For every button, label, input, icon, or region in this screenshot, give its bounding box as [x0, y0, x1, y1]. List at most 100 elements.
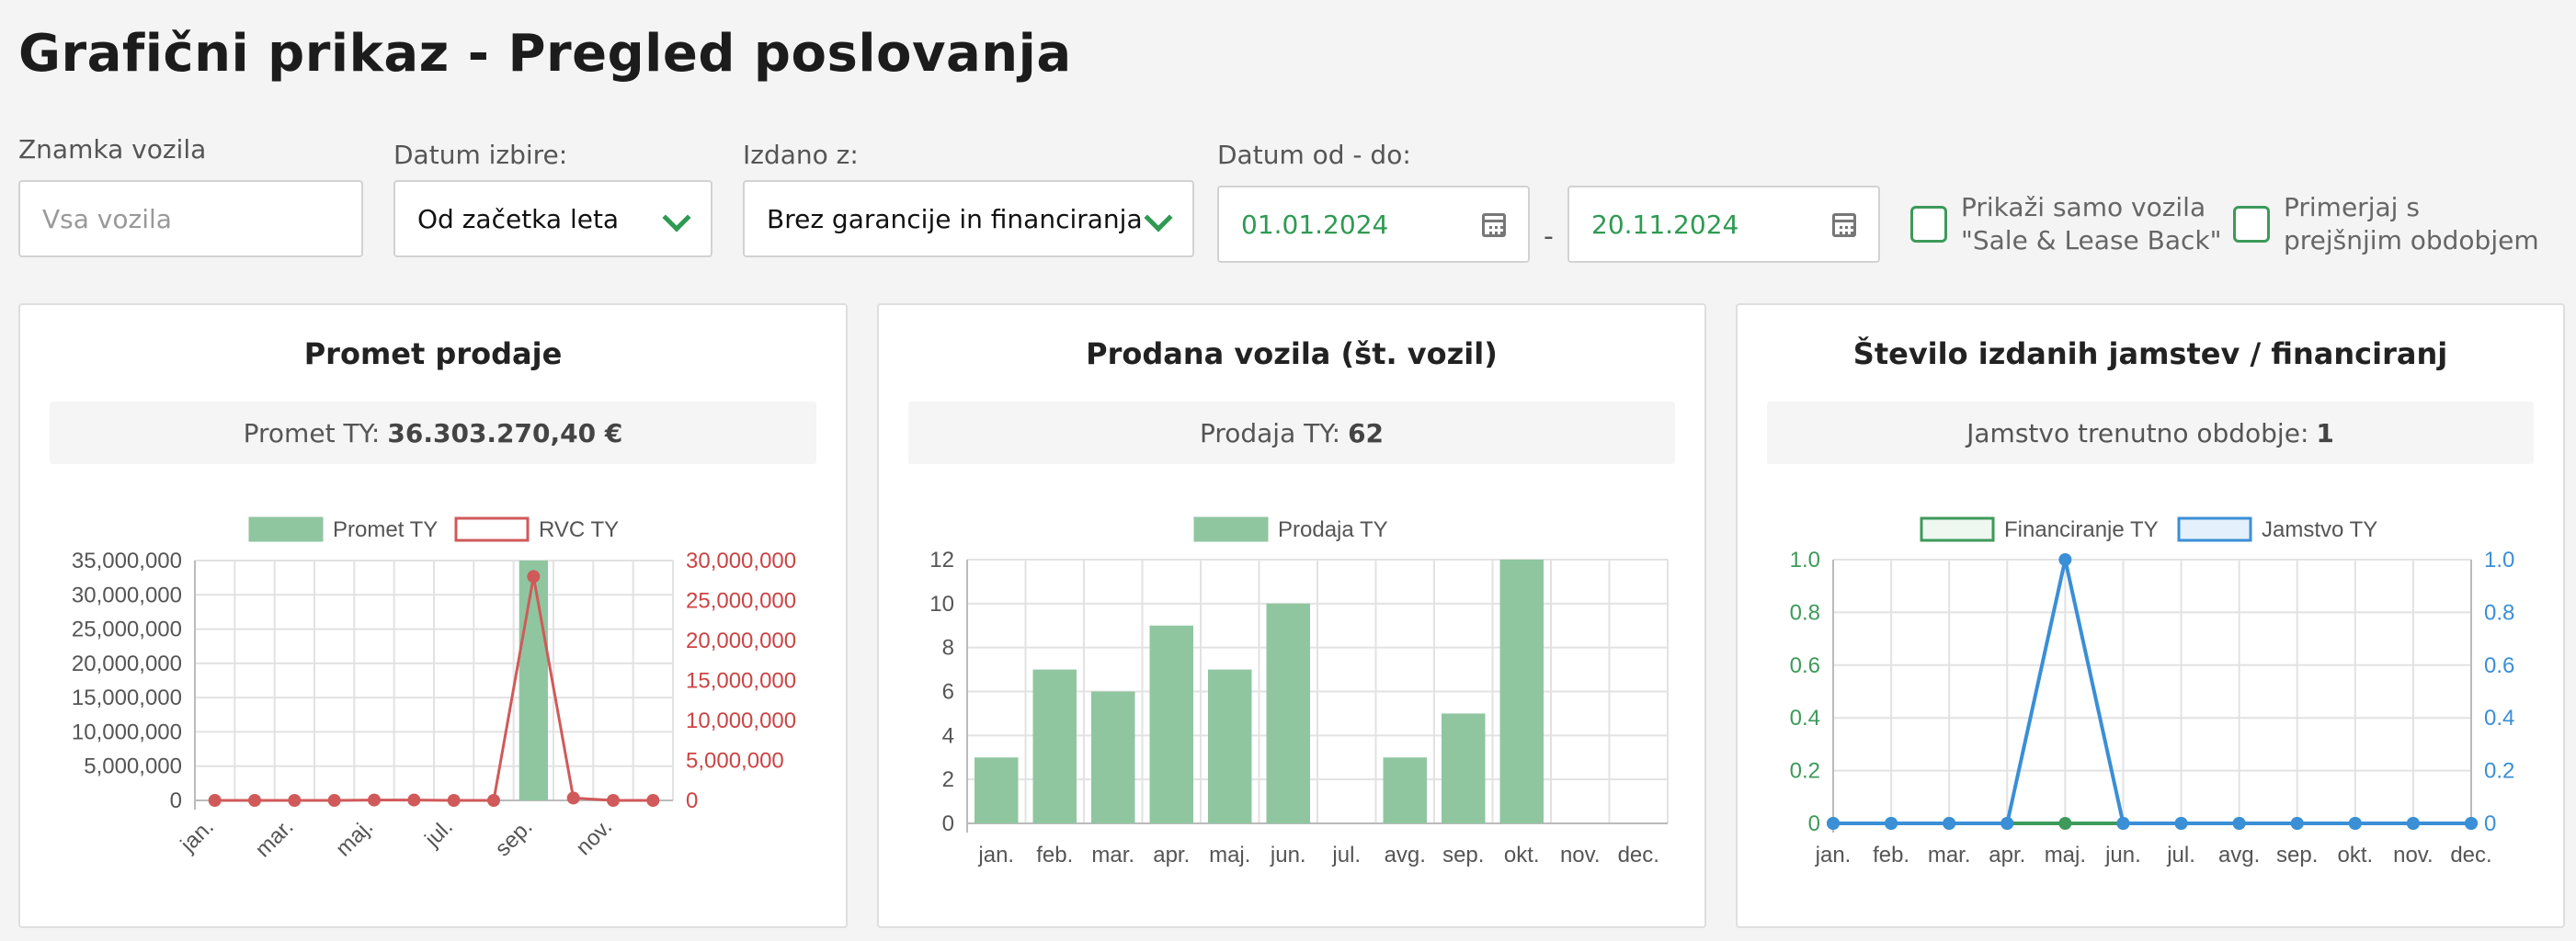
data-point	[1885, 817, 1898, 830]
series-line	[214, 576, 654, 802]
y-tick-label: 20,000,000	[72, 652, 182, 676]
issued-label: Izdano z:	[743, 140, 859, 170]
data-point	[447, 794, 461, 807]
data-point	[407, 793, 421, 807]
summary-label: Jamstvo trenutno obdobje:	[1966, 417, 2309, 448]
data-point	[2174, 817, 2188, 830]
summary-label: Prodaja TY:	[1199, 417, 1341, 448]
y-tick-label: 0	[942, 811, 954, 836]
compare-label: Primerjaj s prejšnjim obdobjem	[2284, 191, 2539, 257]
bar	[1032, 669, 1077, 823]
x-tick-label: jun.	[1270, 843, 1306, 867]
data-point	[487, 794, 500, 807]
y-right-tick-label: 15,000,000	[686, 669, 796, 694]
brand-placeholder: Vsa vozila	[42, 203, 172, 234]
data-point	[2058, 817, 2072, 830]
x-tick-label: sep.	[2276, 843, 2318, 867]
issued-dropdown[interactable]: Brez garancije in financiranja	[743, 180, 1194, 257]
y-right-tick-label: 25,000,000	[686, 589, 796, 614]
data-point	[566, 791, 580, 805]
x-tick-label: jul.	[2166, 843, 2195, 867]
x-tick-label: jul.	[419, 814, 457, 852]
data-point	[2290, 817, 2304, 830]
y-tick-label: 12	[929, 548, 954, 573]
card-sold-vehicles: Prodana vozila (št. vozil) Prodaja TY: 6…	[877, 303, 1706, 928]
card-title: Promet prodaje	[303, 336, 563, 371]
legend-swatch	[248, 516, 324, 542]
compare-label-line2: prejšnjim obdobjem	[2284, 225, 2539, 255]
x-tick-label: jan.	[176, 814, 219, 857]
legend-swatch	[1193, 516, 1269, 542]
bar	[1149, 625, 1193, 823]
card-guarantees: Število izdanih jamstev / financiranj Ja…	[1736, 303, 2565, 928]
sold-vehicles-chart: 12 10 8 6 4 2 0 Prodaja TY jan. feb. mar. apr. maj. j…	[929, 516, 1669, 867]
y-right-tick-label: 0.6	[2484, 653, 2514, 678]
x-tick-label: nov.	[2393, 843, 2434, 867]
data-point	[327, 794, 341, 807]
compare-checkbox[interactable]	[2233, 206, 2270, 243]
sale-lease-label: Prikaži samo vozila "Sale & Lease Back"	[1961, 191, 2222, 257]
x-tick-label: jan.	[977, 843, 1014, 867]
y-tick-label: 15,000,000	[72, 686, 182, 710]
date-to-input[interactable]: 20.11.2024	[1567, 186, 1880, 263]
data-point	[607, 794, 620, 807]
y-right-tick-label: 5,000,000	[686, 749, 784, 774]
bar	[1442, 713, 1486, 823]
bar	[1208, 669, 1252, 823]
guarantees-chart: 1.0 0.8 0.6 0.4 0.2 0 1.0 0.8 0.6 0.4 0.2 0 Financir…	[1790, 516, 2514, 867]
bar	[1266, 603, 1310, 823]
x-tick-label: avg.	[1385, 843, 1426, 867]
calendar-icon[interactable]	[1832, 213, 1856, 237]
legend-swatch	[454, 516, 530, 542]
calendar-icon[interactable]	[1482, 213, 1506, 237]
x-tick-label: mar.	[250, 814, 298, 862]
bar	[1383, 757, 1427, 823]
legend-label: Jamstvo TY	[2262, 517, 2377, 542]
y-right-tick-label: 0.4	[2484, 706, 2514, 731]
y-tick-label: 5,000,000	[84, 754, 182, 779]
card-sales-turnover: Promet prodaje Promet TY: 36.303.270,40 …	[18, 303, 848, 928]
date-select-dropdown[interactable]: Od začetka leta	[393, 180, 712, 257]
page-title: Grafični prikaz - Pregled poslovanja	[18, 24, 1072, 84]
bar	[1499, 560, 1544, 823]
sale-lease-label-line2: "Sale & Lease Back"	[1961, 225, 2222, 255]
x-tick-label: feb.	[1873, 843, 1909, 867]
date-select-label: Datum izbire:	[393, 140, 568, 170]
summary-value: 36.303.270,40 €	[387, 417, 623, 448]
x-tick-label: sep.	[1442, 843, 1484, 867]
summary-value: 1	[2316, 417, 2334, 448]
y-tick-label: 1.0	[1790, 548, 1820, 573]
brand-label: Znamka vozila	[18, 134, 207, 164]
x-tick-label: okt.	[1504, 843, 1540, 867]
x-tick-label: jun.	[2104, 843, 2141, 867]
x-tick-label: sep.	[490, 814, 537, 861]
legend-swatch	[2177, 516, 2252, 542]
data-point	[2406, 817, 2420, 830]
issued-value: Brez garancije in financiranja	[767, 203, 1143, 234]
x-tick-label: maj.	[1209, 843, 1250, 867]
summary-value: 62	[1348, 417, 1385, 448]
card-title: Prodana vozila (št. vozil)	[1086, 336, 1498, 371]
data-point	[2465, 817, 2478, 830]
x-tick-label: dec.	[2450, 843, 2491, 867]
turnover-chart: 35,000,000 30,000,000 25,000,000 20,000,000…	[72, 516, 796, 862]
series-line	[1833, 559, 2471, 825]
brand-input[interactable]: Vsa vozila	[18, 180, 363, 257]
data-point	[646, 794, 660, 807]
chevron-down-icon	[1144, 203, 1173, 232]
data-point	[1827, 817, 1840, 830]
y-tick-label: 6	[942, 680, 954, 705]
y-right-tick-label: 30,000,000	[686, 549, 796, 573]
sale-lease-checkbox[interactable]	[1910, 206, 1947, 243]
x-tick-label: avg.	[2218, 843, 2260, 867]
legend-swatch	[1920, 516, 1995, 542]
y-right-tick-label: 10,000,000	[686, 709, 796, 733]
data-point	[368, 793, 381, 807]
x-tick-label: apr.	[1153, 843, 1190, 867]
bar	[975, 757, 1019, 823]
bar	[1091, 691, 1135, 823]
date-from-value: 01.01.2024	[1241, 209, 1389, 240]
bar	[519, 561, 548, 800]
y-right-tick-label: 1.0	[2484, 548, 2514, 573]
date-from-input[interactable]: 01.01.2024	[1217, 186, 1530, 263]
